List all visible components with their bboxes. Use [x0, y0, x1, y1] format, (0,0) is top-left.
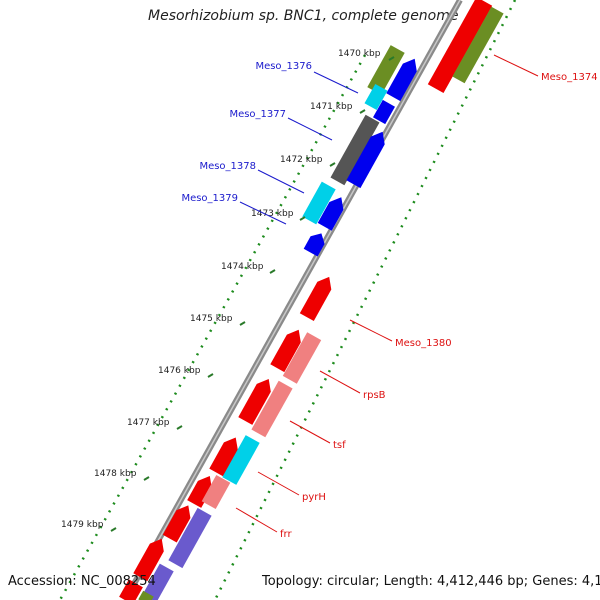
feature-pink-frr — [201, 475, 231, 509]
tick-label-1: 1471 kbp — [310, 102, 353, 112]
gene-label-meso-1377: Meso_1377 — [229, 109, 286, 120]
leader-line-2 — [287, 117, 333, 141]
gene-label-meso-1374: Meso_1374 — [541, 72, 598, 83]
dotted-line-outer — [213, 0, 517, 600]
tick-label-4: 1474 kbp — [221, 262, 264, 272]
feature-blue-2 — [373, 99, 395, 125]
leader-line-1 — [313, 71, 359, 94]
kbp-ticks: 1470 kbp 1471 kbp 1472 kbp 1473 kbp 1474 kbp… — [61, 49, 395, 532]
feature-red-2 — [209, 437, 238, 477]
tick-label-0: 1470 kbp — [338, 49, 381, 59]
gene-labels: Meso_1374 Meso_1376 Meso_1377 Meso_1378 Meso… — [181, 54, 598, 540]
feature-red-4 — [133, 538, 164, 582]
leader-line-5 — [349, 319, 393, 342]
gene-label-rpsb: rpsB — [363, 390, 386, 401]
dotted-scale-lines — [58, 0, 517, 600]
feature-red-5 — [119, 579, 143, 600]
tick-mark-6 — [207, 373, 214, 378]
leader-line-7 — [289, 420, 331, 444]
dotted-line-inner — [58, 54, 367, 600]
tick-label-3: 1473 kbp — [251, 209, 294, 219]
gene-label-meso-1378: Meso_1378 — [199, 161, 256, 172]
feature-red-tsf — [238, 379, 271, 425]
gene-label-meso-1380: Meso_1380 — [395, 338, 452, 349]
tick-mark-2 — [329, 162, 336, 167]
backbone — [122, 0, 463, 600]
accession-text: Accession: NC_008254 — [8, 574, 156, 589]
tick-mark-8 — [143, 476, 150, 481]
feature-blue-4 — [317, 197, 344, 231]
tick-label-6: 1476 kbp — [158, 366, 201, 376]
feature-meso-1374-red — [427, 0, 493, 93]
feature-green-bottom — [138, 590, 154, 600]
tick-mark-0 — [388, 56, 395, 61]
gene-label-meso-1379: Meso_1379 — [181, 193, 238, 204]
tick-mark-9 — [110, 527, 117, 532]
gene-features — [119, 0, 504, 600]
feature-pink-tsf — [251, 380, 293, 438]
feature-slate-1 — [168, 507, 212, 569]
tick-mark-4 — [269, 269, 276, 274]
feature-green-1 — [367, 45, 405, 95]
feature-pyrh-cyan — [222, 435, 260, 485]
feature-pink-1 — [282, 332, 322, 384]
leader-line-8 — [257, 471, 300, 496]
feature-meso-1374-green — [452, 6, 504, 84]
leader-line-3 — [257, 169, 305, 194]
leader-line-6 — [319, 370, 361, 394]
tick-mark-3 — [299, 216, 306, 221]
feature-blue-3 — [346, 131, 385, 189]
feature-meso-1378-cyan — [302, 181, 336, 225]
feature-meso-1377-gray — [330, 114, 380, 186]
tick-label-8: 1478 kbp — [94, 469, 137, 479]
feature-meso-1380 — [299, 276, 332, 321]
feature-meso-1376-cyan — [364, 84, 388, 110]
topology-text: Topology: circular; Length: 4,412,446 bp… — [262, 574, 600, 589]
leader-line-4 — [239, 201, 287, 225]
tick-label-5: 1475 kbp — [190, 314, 233, 324]
gene-label-frr: frr — [280, 529, 292, 540]
gene-label-pyrh: pyrH — [302, 492, 326, 503]
leader-line-0 — [493, 54, 539, 77]
backbone-highlight — [124, 0, 461, 600]
tick-label-2: 1472 kbp — [280, 155, 323, 165]
gene-label-tsf: tsf — [333, 440, 346, 451]
feature-red-rpsb — [270, 329, 301, 373]
feature-blue-1 — [386, 58, 417, 102]
feature-slate-2 — [140, 563, 174, 600]
tick-mark-7 — [176, 425, 183, 430]
feature-blue-5 — [303, 233, 325, 257]
feature-red-frr — [162, 505, 191, 543]
tick-label-7: 1477 kbp — [127, 418, 170, 428]
tick-label-9: 1479 kbp — [61, 520, 104, 530]
map-title: Mesorhizobium sp. BNC1, complete genome — [148, 8, 459, 24]
tick-mark-1 — [359, 109, 366, 114]
leader-line-9 — [235, 507, 278, 533]
feature-red-3 — [187, 476, 212, 508]
tick-mark-5 — [239, 321, 246, 326]
gene-label-meso-1376: Meso_1376 — [255, 61, 312, 72]
